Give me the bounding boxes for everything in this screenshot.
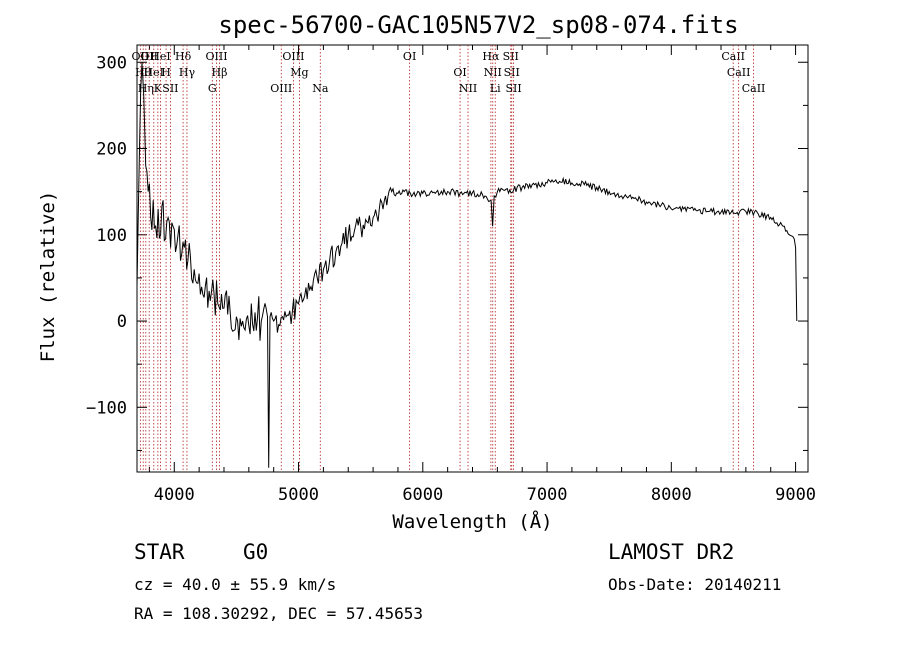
x-tick-label: 7000 (527, 485, 568, 505)
x-tick-label: 8000 (651, 485, 692, 505)
spectral-line-label: OII (131, 50, 149, 63)
spectral-line-label: Mg (290, 66, 308, 79)
coordinates-text: RA = 108.30292, DEC = 57.45653 (134, 604, 423, 623)
spectral-line-label: HeI (144, 66, 164, 79)
spectral-line-label: SII (504, 66, 520, 79)
y-tick-label: 100 (96, 226, 127, 246)
y-tick-label: 0 (117, 312, 127, 332)
spectral-line-label: Hθ (135, 66, 152, 79)
spectral-line-label: OI (453, 66, 466, 79)
spectral-line-label: CaII (742, 82, 766, 95)
object-class-label: STAR (134, 540, 185, 564)
plot-frame (136, 44, 809, 473)
x-axis-label: Wavelength (Å) (392, 510, 552, 533)
spectral-line-label: NII (484, 66, 502, 79)
x-tick-label: 9000 (775, 485, 816, 505)
chart-title: spec-56700-GAC105N57V2_sp08-074.fits (218, 11, 738, 39)
spectral-line-label: Na (312, 82, 329, 95)
spectrum-line (136, 62, 798, 468)
spectral-line-label: OIII (270, 82, 292, 95)
spectral-line-label: Li (490, 82, 501, 95)
spectral-line-label: OIII (282, 50, 304, 63)
spectral-line-label: NII (459, 82, 477, 95)
spectral-line-label: Hγ (179, 66, 196, 79)
spectral-line-label: HeI (150, 50, 170, 63)
spectral-line-label: H (161, 66, 171, 79)
spectral-line-label: SII (162, 82, 178, 95)
x-tick-label: 4000 (154, 485, 195, 505)
spectral-line-label: Hη (138, 82, 154, 95)
x-tick-label: 6000 (402, 485, 443, 505)
spectral-line-label: Hβ (212, 66, 228, 79)
spectral-line-label: Hα (482, 50, 500, 63)
y-tick-label: 300 (96, 53, 127, 73)
spectral-line-label: SII (506, 82, 522, 95)
y-tick-label: −100 (86, 398, 127, 418)
spectral-line-label: Hδ (175, 50, 192, 63)
spectral-line-label: CaII (721, 50, 745, 63)
y-tick-label: 200 (96, 140, 127, 160)
spectral-line-label: CaII (727, 66, 751, 79)
spectral-line-label: SII (503, 50, 519, 63)
spectral-line-label: OIII (205, 50, 227, 63)
redshift-text: cz = 40.0 ± 55.9 km/s (134, 575, 337, 594)
spectral-line-label: OI (403, 50, 416, 63)
x-tick-label: 5000 (278, 485, 319, 505)
y-axis-label: Flux (relative) (37, 191, 59, 363)
object-subclass-label: G0 (243, 540, 269, 564)
survey-label: LAMOST DR2 (608, 540, 735, 564)
spectral-line-label: G (208, 82, 217, 95)
spectral-line-label: K (154, 82, 163, 95)
obs-date-text: Obs-Date: 20140211 (608, 575, 782, 594)
